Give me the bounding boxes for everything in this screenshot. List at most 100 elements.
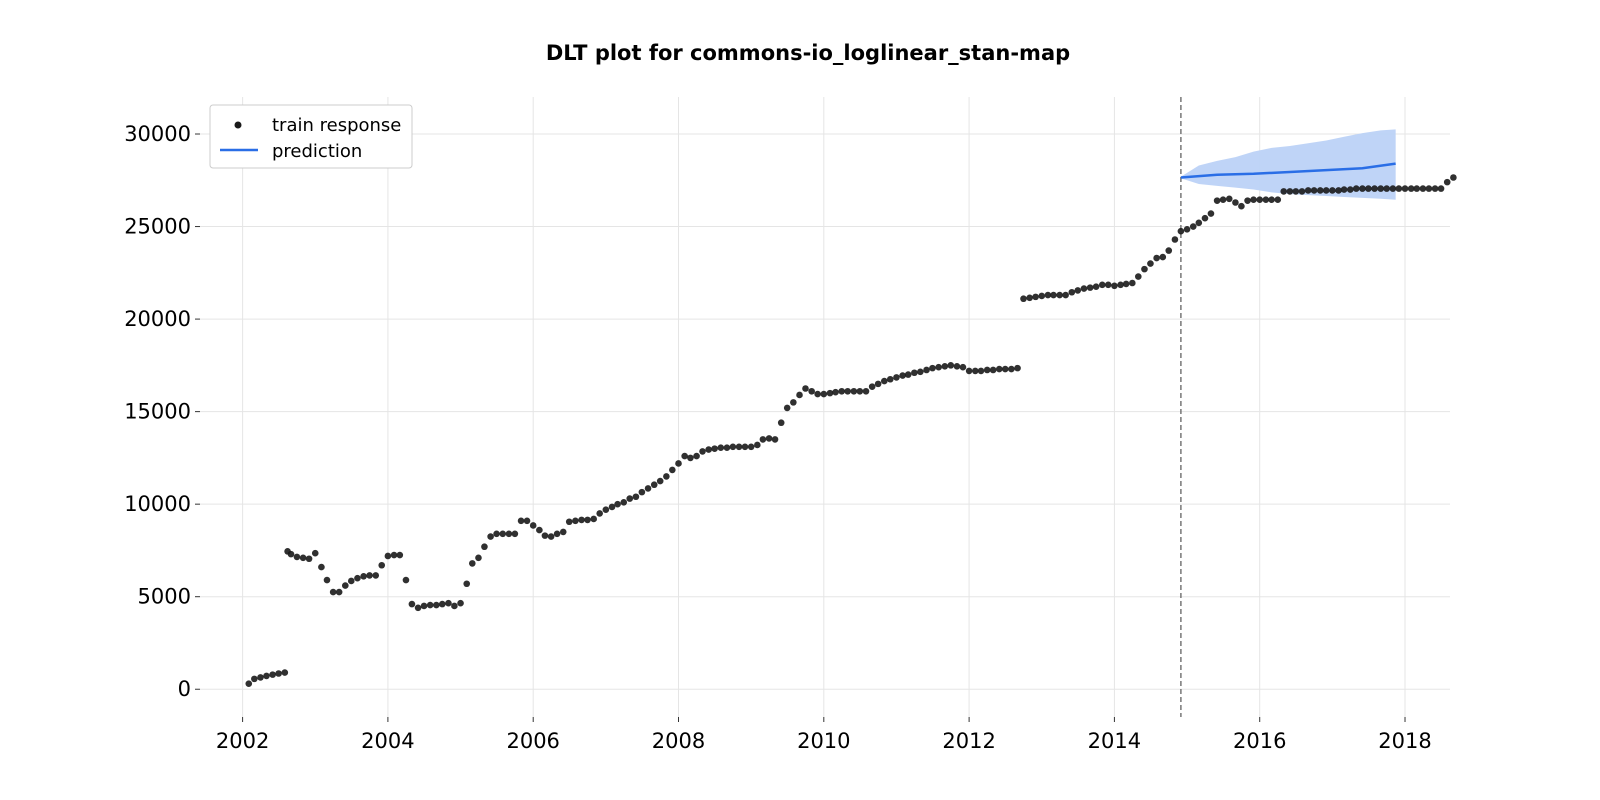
train-response-point — [620, 499, 628, 506]
train-response-point — [856, 387, 864, 395]
train-response-point — [1104, 281, 1112, 289]
train-response-point — [523, 517, 531, 525]
train-response-point — [372, 572, 380, 579]
x-tick-label: 2012 — [942, 729, 995, 753]
train-response-point — [1286, 188, 1294, 195]
train-response-point — [1183, 226, 1191, 233]
train-response-point — [1352, 185, 1360, 192]
train-response-point — [741, 443, 749, 451]
train-response-point — [1177, 227, 1185, 235]
train-response-point — [1244, 197, 1251, 204]
train-response-point — [251, 675, 258, 683]
grid — [200, 97, 1450, 717]
train-response-point — [1134, 273, 1142, 280]
train-response-point — [275, 670, 282, 677]
x-tick-label: 2018 — [1378, 729, 1431, 753]
train-response-point — [1316, 187, 1324, 194]
train-response-point — [959, 363, 967, 371]
prediction-line-path — [1180, 162, 1396, 179]
train-response-point — [783, 404, 791, 412]
train-response-point — [335, 588, 343, 596]
train-response-point — [1098, 281, 1106, 289]
train-response-point — [656, 477, 664, 485]
train-response-point — [305, 555, 313, 563]
train-response-point — [1219, 196, 1227, 204]
train-response-point — [318, 563, 325, 571]
train-response-point — [1159, 253, 1167, 261]
train-response-point — [1371, 185, 1378, 192]
train-response-point — [663, 473, 670, 480]
train-response-point — [1020, 295, 1027, 303]
train-response-point — [1425, 185, 1433, 192]
train-response-point — [1437, 185, 1445, 192]
train-response-point — [717, 444, 725, 452]
train-response-point — [790, 399, 797, 406]
train-response-point — [1195, 219, 1203, 227]
train-response-point — [1026, 294, 1033, 302]
train-response-point — [1008, 365, 1015, 373]
train-response-point — [638, 488, 646, 496]
train-response-point — [329, 588, 337, 596]
train-response-point — [499, 530, 507, 538]
train-response-point — [378, 561, 386, 569]
x-tick-label: 2014 — [1088, 729, 1141, 753]
train-response-point — [1268, 196, 1275, 204]
train-response-point — [1407, 185, 1415, 192]
train-response-point — [547, 533, 555, 540]
train-response-point — [1238, 202, 1245, 210]
train-response-point — [693, 452, 700, 460]
train-response-point — [559, 528, 567, 536]
train-response-point — [529, 522, 537, 529]
train-response-point — [1329, 187, 1336, 194]
train-response-point — [802, 385, 809, 392]
train-response-point — [390, 551, 398, 559]
train-response-point — [735, 443, 743, 451]
train-response-point — [899, 372, 906, 379]
train-response-point — [1256, 196, 1264, 204]
x-tick-label: 2002 — [216, 729, 269, 753]
train-response-point — [402, 576, 410, 584]
y-tick-label: 15000 — [124, 400, 191, 424]
train-response-point — [626, 495, 634, 502]
train-response-point — [445, 599, 452, 607]
train-response-point — [1044, 291, 1052, 299]
x-tick-label: 2016 — [1233, 729, 1286, 753]
train-response-point — [311, 549, 319, 557]
train-response-point — [451, 602, 458, 610]
train-response-point — [777, 419, 785, 427]
train-response-point — [965, 367, 973, 375]
x-tick-label: 2008 — [652, 729, 705, 753]
train-response-point — [1262, 196, 1270, 204]
train-response-point — [941, 362, 949, 370]
y-tick-label: 25000 — [124, 215, 191, 239]
x-axis: 2002 2004 2006 2008 2010 2012 2014 2016 2018 — [216, 717, 1432, 753]
train-response-point — [293, 553, 301, 561]
train-response-point — [796, 391, 803, 399]
train-response-point — [565, 518, 573, 526]
train-response-point — [917, 368, 924, 376]
train-response-point — [1080, 285, 1088, 292]
train-response-point — [1129, 279, 1136, 287]
train-response-point — [1383, 185, 1391, 192]
train-response-point — [468, 560, 476, 567]
train-response-point — [396, 551, 404, 559]
legend-train-marker — [234, 121, 242, 129]
train-response-point — [541, 532, 549, 539]
train-response-point — [366, 572, 373, 579]
train-response-point — [705, 446, 712, 453]
train-response-point — [384, 552, 392, 560]
train-response-point — [1141, 265, 1148, 273]
train-response-point — [463, 580, 471, 588]
train-response-point — [850, 387, 858, 395]
train-response-point — [1147, 260, 1154, 267]
train-response-point — [1395, 185, 1403, 192]
train-response-point — [1032, 293, 1039, 301]
train-response-point — [814, 390, 821, 398]
train-response-point — [971, 367, 979, 375]
train-response-point — [886, 375, 894, 383]
train-response-point — [1389, 185, 1397, 192]
train-response-point — [808, 387, 815, 395]
prediction-interval — [1180, 129, 1396, 200]
train-response-point — [505, 530, 513, 538]
train-response-point — [299, 554, 307, 562]
